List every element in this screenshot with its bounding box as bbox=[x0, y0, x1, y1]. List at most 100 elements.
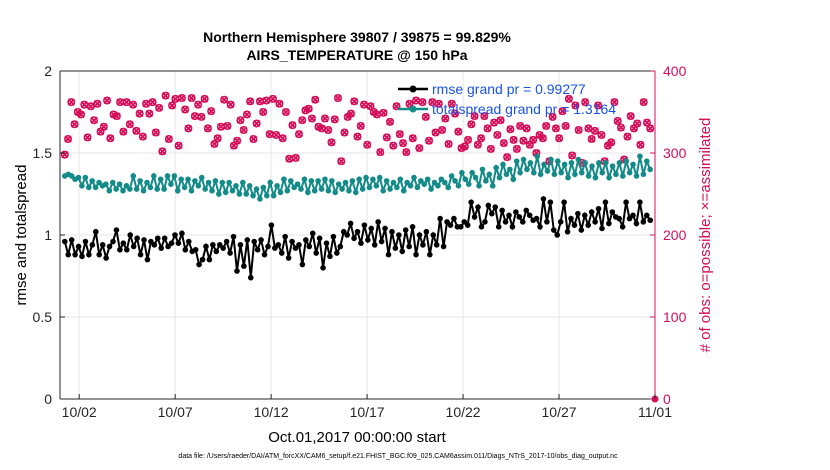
y-tick-label: 1.5 bbox=[33, 145, 53, 161]
possible-obs-marker bbox=[155, 103, 164, 112]
possible-obs-marker bbox=[389, 141, 398, 150]
rmse-point bbox=[265, 243, 271, 250]
assimilated-obs-marker bbox=[210, 140, 219, 148]
rmse-point bbox=[396, 232, 402, 238]
possible-obs-marker bbox=[220, 95, 229, 104]
totalspread-point bbox=[236, 191, 243, 197]
possible-obs-marker bbox=[538, 134, 547, 143]
rmse-point bbox=[196, 261, 202, 268]
rmse-point bbox=[103, 255, 109, 261]
possible-obs-marker bbox=[418, 98, 427, 107]
rmse-point bbox=[134, 235, 140, 242]
possible-obs-marker bbox=[311, 95, 320, 104]
assimilated-obs-marker bbox=[292, 154, 300, 162]
totalspread-point bbox=[486, 171, 493, 178]
totalspread-point bbox=[229, 187, 236, 194]
totalspread-point bbox=[219, 179, 226, 186]
possible-obs-marker bbox=[444, 139, 453, 148]
possible-obs-marker bbox=[486, 144, 495, 153]
assimilated-obs-marker bbox=[357, 122, 365, 130]
assimilated-obs-marker bbox=[324, 126, 332, 134]
assimilated-obs-marker bbox=[236, 116, 245, 124]
possible-obs-marker bbox=[607, 138, 616, 147]
assimilated-obs-marker bbox=[490, 119, 498, 127]
assimilated-obs-marker bbox=[168, 101, 176, 110]
assimilated-obs-marker bbox=[139, 132, 147, 141]
assimilated-obs-marker bbox=[305, 105, 313, 113]
possible-obs-marker bbox=[249, 135, 258, 144]
totalspread-point bbox=[455, 183, 462, 189]
possible-obs-marker bbox=[571, 101, 580, 110]
possible-obs-marker bbox=[294, 130, 303, 139]
totalspread-point bbox=[407, 183, 414, 189]
assimilated-obs-marker bbox=[483, 124, 492, 133]
possible-obs-marker bbox=[278, 134, 287, 143]
assimilated-obs-marker bbox=[142, 100, 150, 108]
rmse-point bbox=[578, 227, 585, 233]
possible-obs-marker bbox=[480, 112, 489, 121]
possible-obs-marker bbox=[64, 135, 73, 144]
assimilated-obs-marker bbox=[152, 128, 160, 137]
rmse-point bbox=[92, 228, 99, 235]
totalspread-point bbox=[127, 186, 133, 192]
assimilated-obs-marker bbox=[571, 101, 580, 110]
rmse-point bbox=[609, 209, 616, 215]
totalspread-point bbox=[606, 174, 612, 181]
totalspread-point bbox=[298, 186, 304, 192]
rmse-point bbox=[568, 215, 574, 222]
assimilated-obs-marker bbox=[448, 100, 456, 108]
rmse-point bbox=[247, 274, 254, 281]
totalspread-point bbox=[616, 160, 623, 166]
rmse-point bbox=[623, 199, 629, 205]
rmse-point bbox=[96, 251, 103, 258]
totalspread-point bbox=[507, 166, 513, 173]
assimilated-obs-marker bbox=[386, 118, 394, 126]
totalspread-point bbox=[205, 179, 212, 186]
assimilated-obs-marker bbox=[184, 124, 193, 133]
rmse-point bbox=[113, 227, 120, 233]
possible-obs-marker bbox=[164, 135, 173, 144]
totalspread-point bbox=[524, 166, 530, 173]
possible-obs-marker bbox=[519, 136, 528, 145]
totalspread-point bbox=[75, 174, 82, 181]
x-tick-label: 10/07 bbox=[158, 404, 193, 420]
possible-obs-marker bbox=[382, 133, 391, 142]
possible-obs-marker bbox=[272, 130, 281, 139]
assimilated-obs-marker bbox=[539, 134, 547, 142]
totalspread-point bbox=[544, 168, 551, 174]
totalspread-point bbox=[445, 184, 452, 191]
totalspread-point bbox=[373, 183, 380, 189]
possible-obs-marker bbox=[70, 120, 79, 129]
assimilated-obs-marker bbox=[262, 96, 271, 105]
totalspread-point bbox=[609, 163, 616, 169]
totalspread-point bbox=[106, 187, 113, 194]
totalspread-point bbox=[178, 176, 184, 183]
possible-obs-marker bbox=[275, 99, 284, 108]
rmse-point bbox=[365, 237, 371, 243]
totalspread-point bbox=[287, 178, 294, 184]
assimilated-obs-marker bbox=[230, 141, 238, 150]
totalspread-point bbox=[428, 186, 434, 192]
rmse-point bbox=[513, 209, 519, 215]
assimilated-obs-marker bbox=[249, 135, 258, 143]
assimilated-obs-marker bbox=[552, 124, 560, 133]
totalspread-point bbox=[322, 176, 328, 183]
assimilated-obs-marker bbox=[87, 102, 95, 110]
rmse-point bbox=[482, 219, 488, 225]
assimilated-obs-marker bbox=[399, 139, 407, 147]
assimilated-obs-marker bbox=[636, 141, 645, 149]
rmse-point bbox=[154, 235, 161, 242]
totalspread-series bbox=[61, 153, 654, 203]
totalspread-point bbox=[202, 186, 208, 192]
rmse-point bbox=[433, 242, 440, 248]
legend: rmse grand pr = 0.99277 totalspread gran… bbox=[398, 81, 616, 117]
possible-obs-marker bbox=[194, 100, 203, 109]
possible-obs-marker bbox=[184, 124, 193, 133]
rmse-point bbox=[540, 196, 547, 202]
tick-labels: 10/02 10/07 10/12 10/17 10/22 10/27 11/0100.51… bbox=[33, 63, 687, 420]
rmse-point bbox=[427, 251, 433, 258]
assimilated-obs-marker bbox=[500, 139, 508, 147]
possible-obs-marker bbox=[106, 134, 115, 143]
assimilated-obs-marker bbox=[321, 114, 329, 123]
totalspread-point bbox=[195, 183, 202, 189]
